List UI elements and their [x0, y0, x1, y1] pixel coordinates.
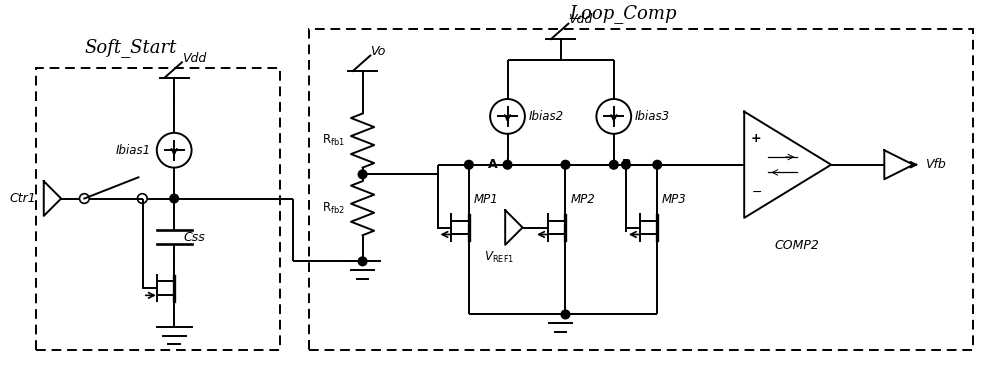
Circle shape — [653, 161, 662, 169]
Text: Ibias1: Ibias1 — [116, 144, 151, 157]
Text: MP1: MP1 — [474, 193, 498, 206]
Circle shape — [622, 161, 630, 169]
Text: A: A — [488, 158, 498, 171]
Text: Vdd: Vdd — [568, 13, 593, 26]
Bar — [309, 30, 973, 350]
Bar — [36, 68, 280, 350]
Text: Ctr1: Ctr1 — [9, 192, 36, 205]
Text: Vo: Vo — [370, 45, 386, 58]
Circle shape — [503, 161, 512, 169]
Text: MP2: MP2 — [570, 193, 595, 206]
Circle shape — [358, 170, 367, 179]
Circle shape — [358, 257, 367, 266]
Circle shape — [609, 161, 618, 169]
Text: R$_{\mathsf{fb2}}$: R$_{\mathsf{fb2}}$ — [322, 201, 345, 216]
Text: +: + — [751, 132, 762, 145]
Text: Vdd: Vdd — [182, 52, 206, 65]
Circle shape — [465, 161, 473, 169]
Text: V$_{\mathsf{REF1}}$: V$_{\mathsf{REF1}}$ — [484, 250, 515, 265]
Text: B: B — [622, 158, 631, 171]
Circle shape — [561, 310, 570, 319]
Text: Css: Css — [184, 231, 206, 244]
Text: R$_{\mathsf{fb1}}$: R$_{\mathsf{fb1}}$ — [322, 133, 345, 148]
Circle shape — [561, 161, 570, 169]
Text: Vfb: Vfb — [925, 158, 946, 171]
Text: Ibias2: Ibias2 — [529, 110, 564, 123]
Text: Loop_Comp: Loop_Comp — [570, 4, 677, 23]
Text: Soft_Start: Soft_Start — [85, 38, 177, 56]
Circle shape — [170, 194, 179, 203]
Text: Ibias3: Ibias3 — [635, 110, 670, 123]
Text: MP3: MP3 — [662, 193, 687, 206]
Text: COMP2: COMP2 — [775, 239, 820, 252]
Text: $-$: $-$ — [751, 185, 762, 198]
